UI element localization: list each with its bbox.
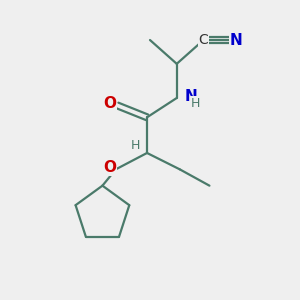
Text: N: N <box>184 89 197 104</box>
Text: O: O <box>103 96 116 111</box>
Text: H: H <box>131 139 140 152</box>
Text: O: O <box>103 160 116 175</box>
Text: H: H <box>190 97 200 110</box>
Text: C: C <box>199 33 208 47</box>
Text: N: N <box>230 32 243 47</box>
